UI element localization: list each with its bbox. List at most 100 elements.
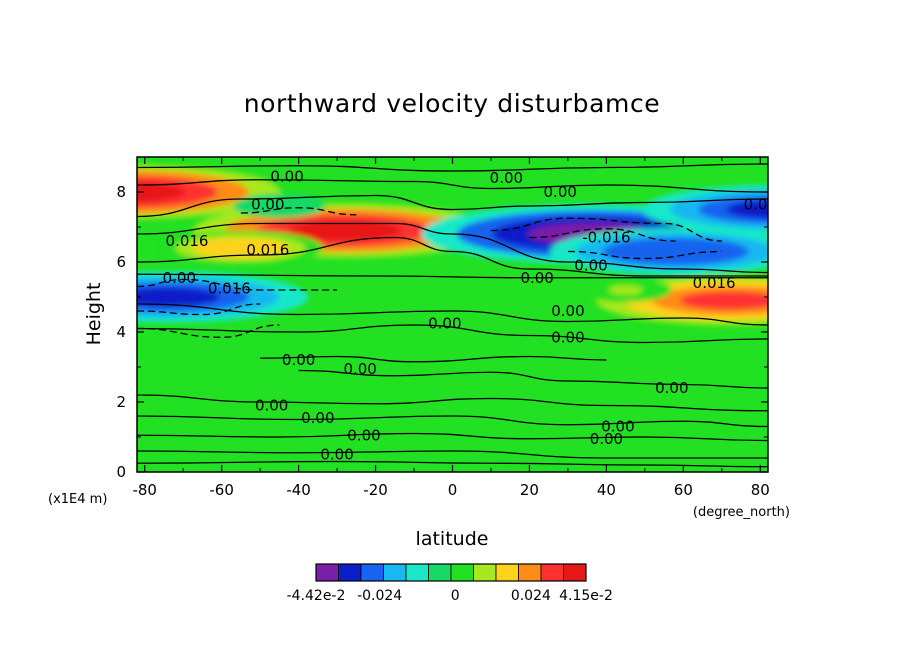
contour-line: [137, 236, 768, 277]
y-axis-unit: (x1E4 m): [48, 492, 107, 507]
colorbar-swatch: [540, 563, 564, 582]
colorbar-swatch: [338, 563, 362, 582]
contour-label: -0.016: [582, 229, 630, 247]
colorbar-swatch: [383, 563, 407, 582]
contour-line: [137, 394, 768, 412]
contour-line: [137, 415, 768, 428]
contour-label: 0.016: [246, 241, 289, 259]
contour-label: 0.00: [551, 302, 584, 320]
contour-line: [298, 369, 768, 389]
contour-label: 0.00: [490, 169, 523, 187]
y-tick-label: 8: [116, 183, 126, 201]
colorbar-swatch: [315, 563, 339, 582]
colorbar-tick-label: -0.024: [357, 588, 402, 604]
contour-label: 0.00: [520, 269, 553, 287]
field-feature: [210, 241, 272, 255]
colorbar-swatch: [563, 563, 587, 582]
contour-label: 0.00: [544, 183, 577, 201]
contour-label: 0.016: [208, 279, 251, 297]
field-feature: [628, 242, 723, 261]
x-axis-label: latitude: [416, 528, 489, 550]
y-tick-label: 0: [116, 463, 126, 481]
contour-line: [137, 278, 338, 291]
colorbar-swatch: [450, 563, 474, 582]
field-feature: [137, 181, 186, 203]
contour-label: 0.00: [301, 409, 334, 427]
contour-label: 0.016: [166, 232, 209, 250]
colorbar-frame: [315, 563, 587, 582]
contour-line: [490, 217, 722, 242]
field-feature: [137, 176, 218, 208]
x-tick-label: 40: [597, 481, 616, 499]
contour-label: 0.00: [601, 418, 634, 436]
contour-label: 0.00: [320, 446, 353, 464]
colorbar-swatch: [518, 563, 542, 582]
contour-label: 0.00: [251, 195, 284, 213]
colorbar-swatch: [428, 563, 452, 582]
contour-line: [137, 324, 768, 344]
contour-line: [137, 273, 768, 279]
x-tick-label: 60: [674, 481, 693, 499]
contour-label: 0.00: [790, 449, 823, 467]
contour-label: 0.00: [343, 360, 376, 378]
colorbar-swatch: [495, 563, 519, 582]
contour-line: [137, 324, 280, 338]
x-tick-label: 0: [448, 481, 458, 499]
contour-label: 0.00: [163, 269, 196, 287]
field-feature: [680, 291, 768, 310]
y-tick-label: 6: [116, 253, 126, 271]
axes: -80 -60 -40 -20 0 20 40 60 80 0 2 4 6 8: [116, 157, 770, 499]
contour-label: 0.00: [744, 195, 777, 213]
x-tick-label: -60: [209, 481, 234, 499]
colorbar-swatch: [405, 563, 429, 582]
colorbar-swatch: [360, 563, 384, 582]
x-tick-label: -40: [286, 481, 311, 499]
colorbar-swatch: [473, 563, 497, 582]
contour-line: [260, 355, 607, 363]
contour-line: [137, 303, 261, 316]
contour-line: [567, 250, 722, 260]
colorbar-tick-label: 0: [451, 588, 460, 604]
contour-labels: 0.00 0.00 0.00 0.00 0.00 0.016 0.016 -0.016 0.00…: [163, 167, 823, 467]
field-feature: [608, 285, 643, 295]
y-tick-label: 4: [116, 323, 126, 341]
contour-line: [529, 228, 676, 242]
contour-label: 0.00: [282, 351, 315, 369]
field-feature: [137, 287, 220, 307]
contour-label: 0.00: [347, 426, 380, 444]
contour-line: [240, 207, 357, 216]
contour-line: [137, 194, 768, 218]
contour-label: 0.00: [270, 167, 303, 185]
field-feature: [726, 200, 768, 219]
contour-label: 0.016: [693, 274, 736, 292]
contour-label: 0.00: [255, 397, 288, 415]
contour-label: 0.00: [551, 328, 584, 346]
contour-line: [137, 460, 768, 468]
contour-line: [137, 432, 768, 442]
contour-label: 0.00: [655, 379, 688, 397]
colorbar-tick-label: 4.15e-2: [559, 588, 613, 604]
x-tick-label: 20: [520, 481, 539, 499]
colorbar-tick-label: 0.024: [511, 588, 551, 604]
plot-area: 0.00 0.00 0.00 0.00 0.00 0.016 0.016 -0.016 0.00…: [136, 156, 823, 473]
colorbar: -4.42e-2 -0.024 0 0.024 4.15e-2: [287, 563, 613, 604]
y-tick-label: 2: [116, 393, 126, 411]
x-tick-label: -20: [363, 481, 388, 499]
x-axis-unit: (degree_north): [693, 505, 790, 520]
field-feature: [288, 220, 402, 241]
chart-title: northward velocity disturbamce: [244, 89, 661, 118]
x-tick-label: -80: [132, 481, 157, 499]
contour-label: 0.00: [428, 314, 461, 332]
contour-line: [137, 179, 768, 193]
contour-lines: [137, 163, 768, 468]
contour-line: [137, 303, 768, 326]
contour-line: [137, 222, 768, 274]
contour-line: [137, 450, 768, 459]
colorbar-tick-label: -4.42e-2: [287, 588, 346, 604]
contour-label: 0.00: [574, 257, 607, 275]
x-tick-label: 80: [751, 481, 770, 499]
y-axis-label: Height: [83, 283, 105, 346]
contour-label: 0.00: [590, 430, 623, 448]
contour-line: [137, 163, 768, 172]
